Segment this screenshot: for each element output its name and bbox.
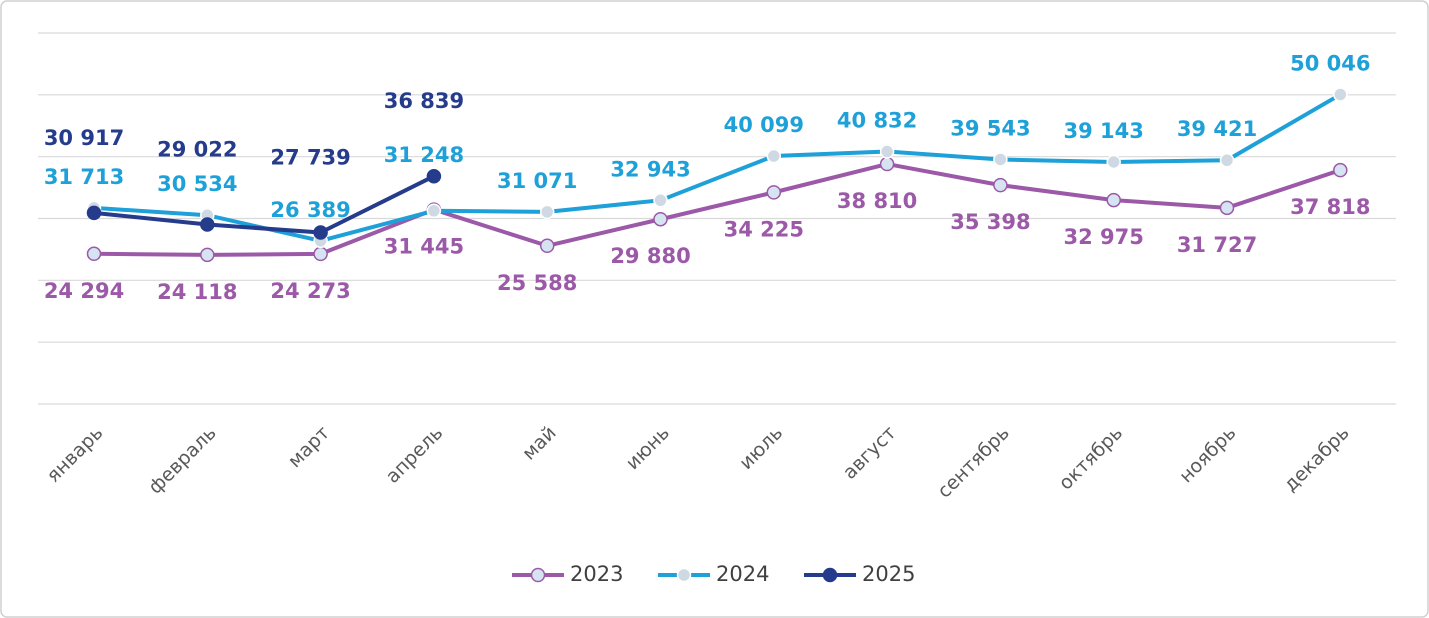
data-label: 31 248 bbox=[384, 143, 464, 167]
data-label: 40 099 bbox=[724, 113, 804, 137]
marker bbox=[653, 211, 668, 227]
marker bbox=[539, 238, 555, 254]
marker bbox=[993, 152, 1008, 167]
marker bbox=[653, 193, 668, 208]
marker bbox=[879, 144, 895, 159]
marker bbox=[313, 225, 328, 240]
marker bbox=[539, 204, 555, 220]
series-line bbox=[93, 174, 435, 235]
marker bbox=[1219, 200, 1235, 216]
legend-marker bbox=[676, 567, 692, 583]
series-line bbox=[93, 162, 1341, 257]
marker bbox=[1106, 192, 1121, 208]
data-label: 27 739 bbox=[270, 145, 350, 169]
data-label: 26 389 bbox=[270, 198, 350, 222]
data-label: 39 143 bbox=[1064, 119, 1144, 143]
data-label: 35 398 bbox=[950, 210, 1030, 234]
marker bbox=[766, 185, 782, 200]
marker bbox=[426, 203, 442, 219]
data-label: 31 727 bbox=[1177, 233, 1257, 257]
data-label: 37 818 bbox=[1290, 195, 1370, 219]
data-label: 29 880 bbox=[610, 244, 690, 268]
legend-marker bbox=[822, 567, 838, 583]
legend-label: 2025 bbox=[862, 562, 915, 586]
data-label: 32 975 bbox=[1064, 225, 1144, 249]
data-label: 39 543 bbox=[950, 116, 1030, 140]
data-label: 30 534 bbox=[157, 172, 237, 196]
data-label: 24 294 bbox=[44, 279, 124, 303]
data-label: 31 071 bbox=[497, 169, 577, 193]
marker bbox=[86, 246, 102, 262]
marker bbox=[993, 177, 1008, 193]
series-line bbox=[93, 92, 1342, 243]
marker bbox=[766, 148, 782, 164]
legend-label: 2023 bbox=[570, 562, 623, 586]
data-label: 24 118 bbox=[157, 280, 237, 304]
marker bbox=[200, 217, 215, 232]
marker bbox=[426, 168, 442, 184]
grid bbox=[38, 32, 1396, 405]
data-label: 29 022 bbox=[157, 138, 237, 162]
lines bbox=[86, 87, 1348, 263]
data-label: 34 225 bbox=[724, 217, 804, 241]
data-label: 31 713 bbox=[44, 165, 124, 189]
marker bbox=[1333, 162, 1348, 178]
marker bbox=[200, 247, 215, 263]
legend-label: 2024 bbox=[716, 562, 769, 586]
data-label: 50 046 bbox=[1290, 52, 1370, 76]
marker bbox=[1333, 87, 1348, 102]
marker bbox=[313, 246, 328, 262]
data-label: 24 273 bbox=[270, 279, 350, 303]
data-label: 38 810 bbox=[837, 189, 917, 213]
legend-marker bbox=[530, 567, 546, 583]
marker bbox=[1219, 152, 1235, 168]
data-label: 25 588 bbox=[497, 271, 577, 295]
data-label: 31 445 bbox=[384, 235, 464, 259]
data-label: 36 839 bbox=[384, 89, 464, 113]
data-label: 32 943 bbox=[610, 157, 690, 181]
data-label: 30 917 bbox=[44, 126, 124, 150]
marker bbox=[1106, 154, 1121, 170]
data-label: 40 832 bbox=[837, 109, 917, 133]
marker bbox=[86, 205, 102, 221]
data-label: 39 421 bbox=[1177, 117, 1257, 141]
marker bbox=[879, 156, 895, 172]
